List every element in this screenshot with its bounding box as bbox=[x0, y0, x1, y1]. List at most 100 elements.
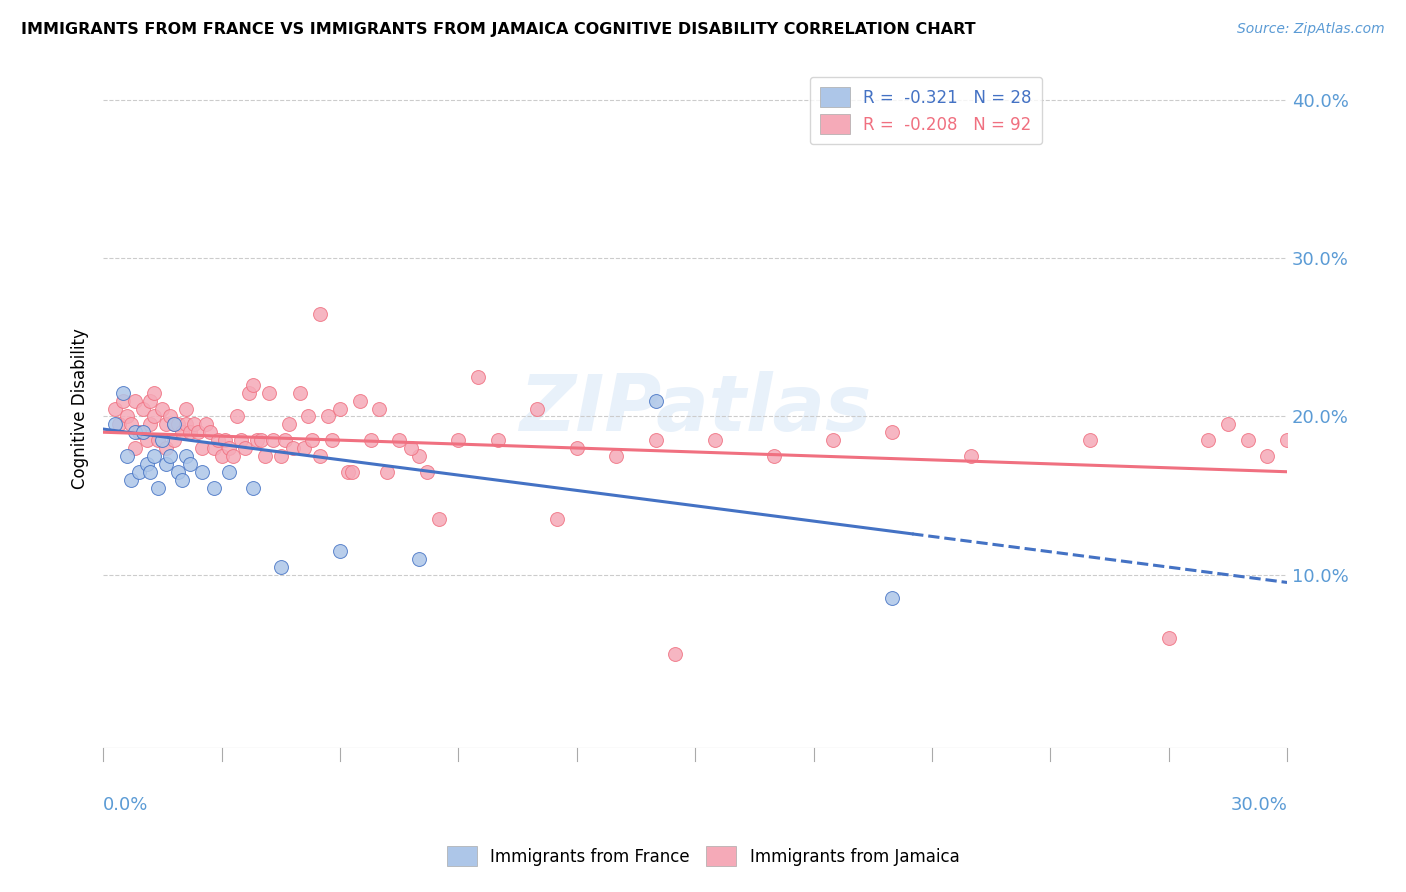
Point bbox=[301, 433, 323, 447]
Point bbox=[163, 433, 186, 447]
Point bbox=[139, 393, 162, 408]
Point bbox=[163, 417, 186, 432]
Point bbox=[139, 465, 162, 479]
Point bbox=[1275, 433, 1298, 447]
Point bbox=[143, 385, 166, 400]
Point bbox=[1078, 433, 1101, 447]
Point bbox=[399, 441, 422, 455]
Point bbox=[246, 433, 269, 447]
Point bbox=[349, 393, 371, 408]
Point bbox=[179, 457, 201, 471]
Text: 30.0%: 30.0% bbox=[1230, 796, 1286, 814]
Point bbox=[111, 393, 134, 408]
Point bbox=[467, 370, 489, 384]
Point bbox=[273, 433, 295, 447]
Point bbox=[104, 401, 127, 416]
Point bbox=[143, 409, 166, 424]
Point bbox=[294, 441, 316, 455]
Legend: R =  -0.321   N = 28, R =  -0.208   N = 92: R = -0.321 N = 28, R = -0.208 N = 92 bbox=[810, 77, 1042, 145]
Point bbox=[763, 449, 786, 463]
Point bbox=[257, 385, 280, 400]
Point bbox=[202, 481, 225, 495]
Point bbox=[167, 465, 190, 479]
Y-axis label: Cognitive Disability: Cognitive Disability bbox=[72, 328, 89, 489]
Point bbox=[368, 401, 391, 416]
Point bbox=[242, 481, 264, 495]
Point bbox=[427, 512, 450, 526]
Point bbox=[170, 473, 193, 487]
Point bbox=[1216, 417, 1239, 432]
Point bbox=[408, 449, 430, 463]
Point bbox=[191, 465, 214, 479]
Point bbox=[1197, 433, 1219, 447]
Point bbox=[194, 417, 217, 432]
Point bbox=[202, 441, 225, 455]
Point bbox=[115, 409, 138, 424]
Point bbox=[336, 465, 359, 479]
Text: Source: ZipAtlas.com: Source: ZipAtlas.com bbox=[1237, 22, 1385, 37]
Point bbox=[1236, 433, 1258, 447]
Point bbox=[1157, 631, 1180, 645]
Point bbox=[139, 417, 162, 432]
Point bbox=[155, 417, 177, 432]
Point bbox=[131, 401, 153, 416]
Point bbox=[211, 449, 233, 463]
Point bbox=[416, 465, 439, 479]
Point bbox=[882, 425, 904, 440]
Point bbox=[120, 473, 142, 487]
Point bbox=[226, 409, 249, 424]
Point bbox=[207, 433, 229, 447]
Point bbox=[270, 449, 292, 463]
Point bbox=[170, 425, 193, 440]
Point bbox=[309, 307, 332, 321]
Point bbox=[960, 449, 983, 463]
Point bbox=[290, 385, 312, 400]
Point bbox=[115, 449, 138, 463]
Point bbox=[124, 425, 146, 440]
Point bbox=[128, 465, 150, 479]
Point bbox=[159, 409, 181, 424]
Point bbox=[231, 433, 253, 447]
Text: 0.0%: 0.0% bbox=[103, 796, 149, 814]
Point bbox=[1256, 449, 1278, 463]
Point bbox=[135, 433, 157, 447]
Point bbox=[187, 425, 209, 440]
Point bbox=[120, 417, 142, 432]
Point bbox=[191, 441, 214, 455]
Point bbox=[135, 457, 157, 471]
Point bbox=[447, 433, 470, 447]
Point bbox=[131, 425, 153, 440]
Point bbox=[218, 465, 240, 479]
Point bbox=[340, 465, 363, 479]
Legend: Immigrants from France, Immigrants from Jamaica: Immigrants from France, Immigrants from … bbox=[440, 839, 966, 873]
Point bbox=[174, 449, 197, 463]
Point bbox=[183, 417, 205, 432]
Point bbox=[167, 417, 190, 432]
Point bbox=[150, 433, 173, 447]
Point bbox=[329, 401, 352, 416]
Point bbox=[174, 401, 197, 416]
Point bbox=[281, 441, 304, 455]
Point bbox=[408, 551, 430, 566]
Point bbox=[253, 449, 276, 463]
Point bbox=[316, 409, 339, 424]
Point bbox=[262, 433, 284, 447]
Point bbox=[108, 417, 131, 432]
Point bbox=[388, 433, 411, 447]
Point bbox=[321, 433, 343, 447]
Point bbox=[214, 433, 236, 447]
Point bbox=[198, 425, 221, 440]
Point bbox=[270, 559, 292, 574]
Point bbox=[148, 433, 170, 447]
Point bbox=[104, 417, 127, 432]
Point bbox=[174, 417, 197, 432]
Point bbox=[155, 457, 177, 471]
Point bbox=[250, 433, 273, 447]
Point bbox=[150, 401, 173, 416]
Point bbox=[565, 441, 588, 455]
Point bbox=[143, 449, 166, 463]
Point bbox=[546, 512, 568, 526]
Text: ZIPatlas: ZIPatlas bbox=[519, 370, 872, 447]
Point bbox=[664, 647, 686, 661]
Point bbox=[360, 433, 382, 447]
